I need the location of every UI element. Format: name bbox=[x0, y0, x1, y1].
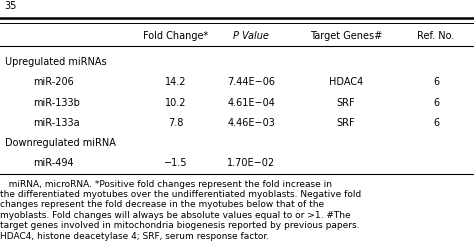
Text: 14.2: 14.2 bbox=[164, 77, 186, 87]
Text: miRNA, microRNA. *Positive fold changes represent the fold increase in
the diffe: miRNA, microRNA. *Positive fold changes … bbox=[0, 180, 361, 241]
Text: 10.2: 10.2 bbox=[164, 98, 186, 108]
Text: miR-133b: miR-133b bbox=[33, 98, 80, 108]
Text: Target Genes#: Target Genes# bbox=[310, 31, 382, 41]
Text: 6: 6 bbox=[433, 77, 439, 87]
Text: Fold Change*: Fold Change* bbox=[143, 31, 208, 41]
Text: 1.70E−02: 1.70E−02 bbox=[227, 158, 275, 168]
Text: 6: 6 bbox=[433, 98, 439, 108]
Text: Upregulated miRNAs: Upregulated miRNAs bbox=[5, 57, 106, 67]
Text: SRF: SRF bbox=[337, 98, 356, 108]
Text: miR-206: miR-206 bbox=[33, 77, 74, 87]
Text: Ref. No.: Ref. No. bbox=[418, 31, 455, 41]
Text: 7.8: 7.8 bbox=[168, 118, 183, 128]
Text: miR-133a: miR-133a bbox=[33, 118, 80, 128]
Text: 4.61E−04: 4.61E−04 bbox=[227, 98, 275, 108]
Text: miR-494: miR-494 bbox=[33, 158, 74, 168]
Text: −1.5: −1.5 bbox=[164, 158, 187, 168]
Text: HDAC4: HDAC4 bbox=[329, 77, 363, 87]
Text: 7.44E−06: 7.44E−06 bbox=[227, 77, 275, 87]
Text: P Value: P Value bbox=[233, 31, 269, 41]
Text: 4.46E−03: 4.46E−03 bbox=[227, 118, 275, 128]
Text: Downregulated miRNA: Downregulated miRNA bbox=[5, 138, 116, 148]
Text: 6: 6 bbox=[433, 118, 439, 128]
Text: SRF: SRF bbox=[337, 118, 356, 128]
Text: 35: 35 bbox=[5, 1, 17, 11]
